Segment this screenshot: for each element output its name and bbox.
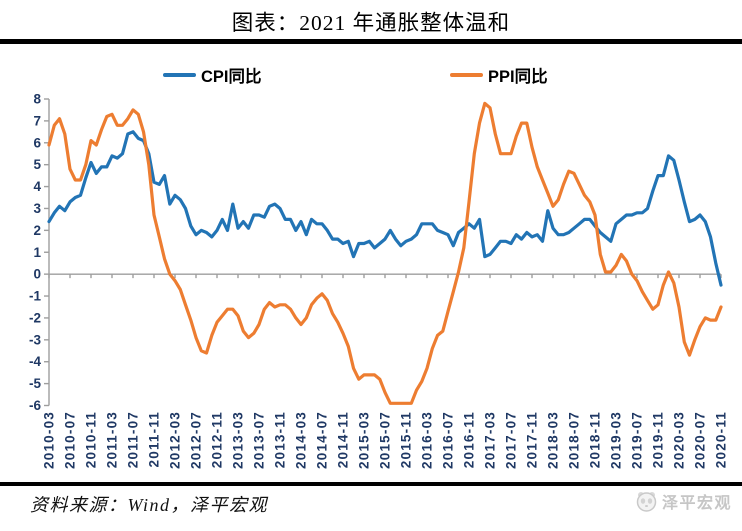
x-tick-label: 2013-11 bbox=[273, 411, 288, 468]
x-tick-label: 2016-11 bbox=[462, 411, 477, 468]
y-tick-label: 5 bbox=[33, 157, 41, 172]
x-tick-label: 2012-11 bbox=[210, 411, 225, 468]
x-tick-label: 2015-11 bbox=[399, 411, 414, 468]
brand-watermark-label: 泽平宏观 bbox=[661, 495, 732, 512]
y-tick-label: 1 bbox=[33, 245, 41, 260]
x-tick-label: 2019-11 bbox=[651, 411, 666, 468]
panda-logo-icon bbox=[635, 490, 657, 512]
source-note: 资料来源：Wind，泽平宏观 bbox=[30, 495, 269, 515]
x-tick-label: 2018-07 bbox=[567, 411, 582, 469]
y-tick-label: 0 bbox=[33, 267, 41, 282]
legend-item-ppi: PPI同比 bbox=[450, 63, 548, 87]
x-tick-label: 2013-03 bbox=[231, 411, 246, 469]
x-tick-label: 2014-07 bbox=[315, 411, 330, 469]
y-tick-label: 3 bbox=[33, 201, 41, 216]
x-tick-label: 2018-03 bbox=[546, 411, 561, 469]
bottom-divider bbox=[0, 482, 742, 486]
x-tick-label: 2017-03 bbox=[483, 411, 498, 469]
legend-label-cpi: CPI同比 bbox=[201, 68, 262, 86]
page-title: 图表：2021 年通胀整体温和 bbox=[231, 11, 511, 35]
y-tick-label: -1 bbox=[29, 289, 41, 304]
x-tick-label: 2020-11 bbox=[714, 411, 729, 468]
legend-item-cpi: CPI同比 bbox=[163, 63, 262, 87]
x-tick-label: 2017-07 bbox=[504, 411, 519, 469]
x-tick-label: 2010-11 bbox=[84, 411, 99, 468]
brand-watermark: 泽平宏观 bbox=[635, 489, 732, 513]
x-tick-label: 2017-11 bbox=[525, 411, 540, 468]
x-tick-label: 2015-07 bbox=[378, 411, 393, 469]
x-tick-label: 2018-11 bbox=[588, 411, 603, 468]
y-tick-label: 7 bbox=[33, 113, 41, 128]
cpi-line-swatch-icon bbox=[163, 73, 196, 77]
x-tick-label: 2015-03 bbox=[357, 411, 372, 469]
x-tick-label: 2020-07 bbox=[693, 411, 708, 469]
y-tick-label: 8 bbox=[33, 92, 41, 107]
x-tick-label: 2012-03 bbox=[168, 411, 183, 469]
y-tick-label: -3 bbox=[29, 332, 41, 347]
x-tick-label: 2011-11 bbox=[147, 411, 162, 467]
top-divider bbox=[0, 39, 742, 44]
y-tick-label: 6 bbox=[33, 135, 41, 150]
y-tick-label: 4 bbox=[33, 179, 41, 194]
x-tick-label: 2012-07 bbox=[189, 411, 204, 469]
x-tick-label: 2011-03 bbox=[105, 411, 120, 468]
x-tick-label: 2010-03 bbox=[42, 411, 57, 469]
x-tick-label: 2014-03 bbox=[294, 411, 309, 469]
y-tick-label: -5 bbox=[29, 376, 41, 391]
x-tick-label: 2020-03 bbox=[672, 411, 687, 469]
ppi-line-swatch-icon bbox=[450, 73, 483, 77]
legend-label-ppi: PPI同比 bbox=[488, 68, 548, 86]
y-tick-label: -6 bbox=[29, 398, 41, 413]
x-tick-label: 2011-07 bbox=[126, 411, 141, 468]
x-tick-label: 2016-03 bbox=[420, 411, 435, 469]
x-tick-label: 2016-07 bbox=[441, 411, 456, 469]
x-tick-label: 2019-07 bbox=[630, 411, 645, 469]
series-line-CPI同比 bbox=[47, 130, 723, 287]
y-tick-label: -4 bbox=[29, 354, 41, 369]
x-tick-label: 2019-03 bbox=[609, 411, 624, 469]
y-tick-label: 2 bbox=[33, 223, 41, 238]
y-tick-label: -2 bbox=[29, 310, 41, 325]
x-tick-label: 2010-07 bbox=[63, 411, 78, 469]
x-tick-label: 2014-11 bbox=[336, 411, 351, 468]
series-line-PPI同比 bbox=[47, 101, 723, 405]
x-tick-label: 2013-07 bbox=[252, 411, 267, 469]
